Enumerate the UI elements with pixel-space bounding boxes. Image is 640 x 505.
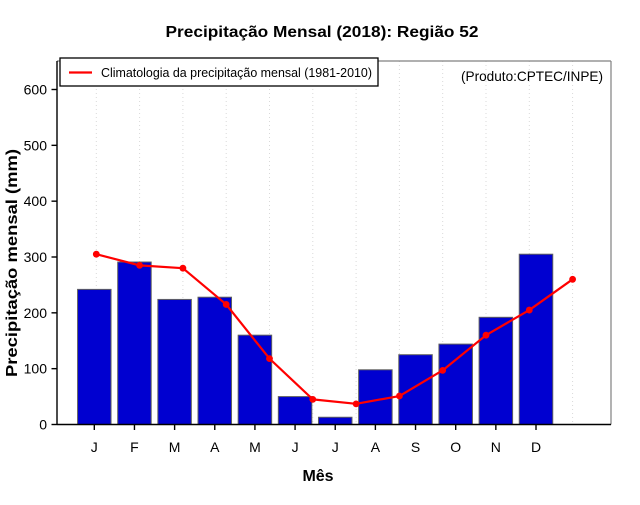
bars-layer: [77, 253, 554, 426]
y-axis-title: Precipitação mensal (mm): [4, 149, 21, 377]
bar-month-9: [438, 343, 473, 426]
x-tick-label-9: O: [450, 439, 461, 455]
climatology-point-4: [266, 355, 273, 363]
climatology-point-11: [569, 275, 576, 283]
climatology-point-9: [482, 331, 490, 339]
climatology-point-2: [179, 264, 187, 272]
x-tick-label-8: S: [411, 439, 420, 455]
y-tick-label-0: 0: [39, 417, 47, 433]
x-tick-label-10: N: [491, 439, 501, 455]
climatology-point-10: [525, 306, 533, 314]
x-tick-label-5: J: [292, 439, 299, 455]
y-tick-label-200: 200: [24, 305, 48, 321]
climatology-point-5: [309, 395, 317, 403]
bar-month-8: [398, 354, 433, 426]
y-tick-label-500: 500: [24, 137, 48, 153]
y-tick-label-400: 400: [24, 193, 48, 209]
legend-box: [59, 57, 379, 87]
x-tick-label-0: J: [91, 439, 98, 455]
x-tick-label-2: M: [169, 439, 181, 455]
legend: Climatologia da precipitação mensal (198…: [59, 57, 379, 87]
climatology-point-0: [92, 250, 100, 258]
bar-month-4: [237, 334, 273, 425]
bar-month-5: [277, 396, 313, 426]
bar-month-7: [358, 369, 393, 425]
bar-month-0: [77, 288, 112, 425]
y-tick-label-300: 300: [24, 249, 48, 265]
legend-label: Climatologia da precipitação mensal (198…: [101, 66, 372, 80]
x-axis-title: Mês: [302, 468, 333, 485]
x-tick-label-1: F: [130, 439, 139, 455]
climatology-point-3: [222, 301, 230, 308]
bar-month-3: [197, 296, 233, 426]
product-source-label: (Produto:CPTEC/INPE): [461, 68, 603, 84]
climatology-line: [96, 253, 574, 405]
y-tick-label-600: 600: [24, 82, 48, 98]
climatology-point-1: [136, 261, 144, 269]
x-tick-label-4: M: [249, 439, 261, 455]
bar-month-2: [157, 298, 192, 425]
climatology-point-7: [396, 392, 403, 400]
climatology-point-8: [439, 366, 447, 374]
chart-title: Precipitação Mensal (2018): Região 52: [166, 24, 479, 41]
x-tick-label-7: A: [371, 439, 381, 455]
x-tick-label-3: A: [210, 439, 220, 455]
bar-month-11: [518, 253, 554, 425]
y-tick-label-100: 100: [24, 361, 48, 377]
climatology-line-layer: [92, 250, 576, 408]
x-tick-label-11: D: [531, 439, 541, 455]
gridlines-layer: [95, 61, 574, 425]
x-tick-label-6: J: [332, 439, 339, 455]
axis-ticks-layer: 0 100 200 300 400 500 600 J F M A M J J A S O N D: [24, 82, 541, 456]
climatology-point-6: [352, 400, 360, 408]
bar-month-6: [317, 416, 353, 426]
bar-month-1: [117, 261, 152, 425]
